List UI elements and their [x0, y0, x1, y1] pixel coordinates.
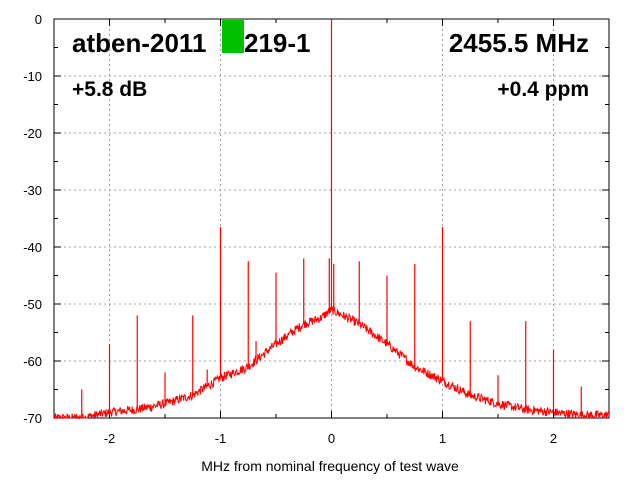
x-tick-label: 0 — [328, 431, 335, 446]
y-tick-label: 0 — [35, 12, 42, 27]
y-tick-label: -30 — [23, 183, 42, 198]
y-tick-label: -50 — [23, 297, 42, 312]
x-tick-label: -1 — [215, 431, 227, 446]
level-label: +5.8 dB — [72, 78, 147, 101]
x-tick-labels: -2 -1 0 1 2 — [104, 431, 557, 446]
x-tick-label: 1 — [439, 431, 446, 446]
device-label-suffix: 219-1 — [244, 28, 311, 58]
status-marker — [222, 20, 244, 53]
x-tick-label: -2 — [104, 431, 116, 446]
frequency-label: 2455.5 MHz — [449, 28, 589, 58]
device-label: atben-2011 — [72, 28, 206, 58]
x-axis-label: MHz from nominal frequency of test wave — [201, 458, 459, 474]
spectrum-series — [53, 19, 610, 420]
y-tick-label: -40 — [23, 240, 42, 255]
y-tick-labels: 0 -10 -20 -30 -40 -50 -60 -70 — [23, 12, 42, 426]
y-tick-label: -20 — [23, 126, 42, 141]
y-tick-label: -60 — [23, 354, 42, 369]
ppm-label: +0.4 ppm — [497, 78, 589, 101]
y-tick-label: -70 — [23, 411, 42, 426]
y-tick-label: -10 — [23, 69, 42, 84]
x-tick-label: 2 — [550, 431, 557, 446]
